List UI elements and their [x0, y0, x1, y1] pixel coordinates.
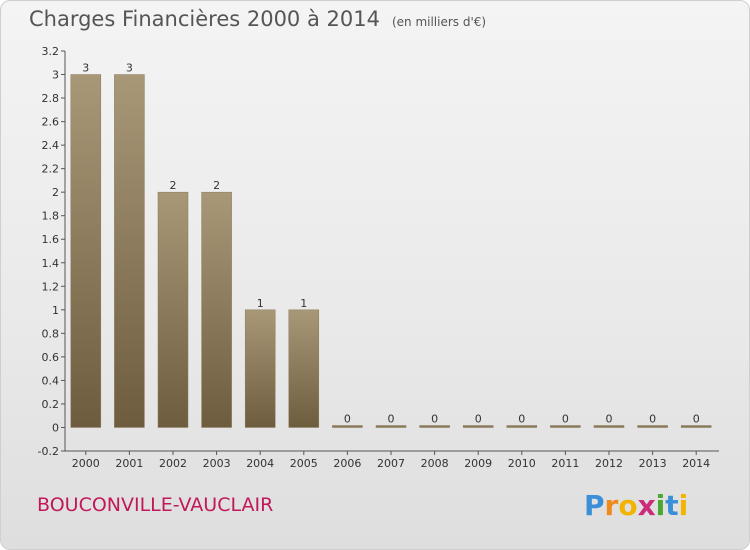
commune-name: BOUCONVILLE-VAUCLAIR [37, 494, 274, 516]
bar [70, 74, 102, 428]
data-label: 0 [518, 412, 525, 425]
bar [332, 425, 363, 428]
x-tick-label: 2001 [115, 457, 143, 470]
y-tick-label: 1.6 [42, 233, 60, 246]
data-label: 0 [649, 412, 656, 425]
chart-title-text: Charges Financières 2000 à 2014 [29, 7, 380, 31]
x-tick-label: 2007 [377, 457, 405, 470]
x-tick-label: 2002 [159, 457, 187, 470]
bar [550, 425, 581, 428]
x-tick-label: 2000 [72, 457, 100, 470]
y-tick-label: 0.8 [42, 327, 60, 340]
bar [114, 74, 145, 428]
bar [157, 191, 189, 428]
data-label: 0 [562, 412, 569, 425]
bar [375, 425, 407, 428]
y-tick-label: 0.2 [42, 398, 60, 411]
data-label: 3 [126, 62, 133, 75]
x-tick-label: 2013 [639, 457, 667, 470]
y-tick-label: 0.4 [42, 374, 60, 387]
proxiti-logo: Proxiti [584, 489, 689, 522]
x-tick-label: 2011 [551, 457, 579, 470]
y-tick-label: -0.2 [38, 445, 59, 458]
chart-unit: (en milliers d'€) [391, 15, 487, 29]
data-label: 0 [344, 412, 351, 425]
x-tick-label: 2003 [203, 457, 231, 470]
x-tick-label: 2004 [246, 457, 274, 470]
x-tick-label: 2005 [290, 457, 318, 470]
bar [506, 425, 538, 428]
y-tick-label: 2 [52, 186, 59, 199]
x-tick-label: 2009 [464, 457, 492, 470]
data-label: 2 [170, 179, 177, 192]
bar [680, 425, 712, 428]
data-label: 1 [257, 297, 264, 310]
y-tick-label: 1.2 [42, 280, 60, 293]
data-label: 0 [475, 412, 482, 425]
data-label: 0 [388, 412, 395, 425]
bar [637, 425, 668, 428]
data-label: 0 [606, 412, 613, 425]
y-tick-label: 2.2 [42, 163, 60, 176]
y-tick-label: 0.6 [42, 351, 60, 364]
data-label: 3 [82, 62, 89, 75]
bar [593, 425, 625, 428]
y-tick-label: 2.4 [42, 139, 60, 152]
y-tick-label: 1 [52, 304, 59, 317]
data-label: 0 [693, 412, 700, 425]
x-tick-label: 2008 [421, 457, 449, 470]
bar [462, 425, 494, 428]
x-tick-label: 2006 [333, 457, 361, 470]
y-tick-label: 1.4 [42, 257, 60, 270]
y-tick-label: 3 [52, 69, 59, 82]
x-tick-label: 2010 [508, 457, 536, 470]
x-tick-label: 2012 [595, 457, 623, 470]
data-label: 1 [300, 297, 307, 310]
y-tick-label: 1.8 [42, 210, 60, 223]
y-tick-label: 0 [52, 421, 59, 434]
y-tick-label: 2.8 [42, 92, 60, 105]
data-label: 0 [431, 412, 438, 425]
x-tick-label: 2014 [682, 457, 710, 470]
bar [419, 425, 450, 428]
y-tick-label: 3.2 [42, 45, 60, 58]
bar [288, 309, 320, 428]
y-tick-label: 2.6 [42, 116, 60, 129]
bar [244, 309, 276, 428]
chart-title: Charges Financières 2000 à 2014 (en milli… [29, 7, 486, 31]
bar [201, 191, 232, 428]
data-label: 2 [213, 179, 220, 192]
